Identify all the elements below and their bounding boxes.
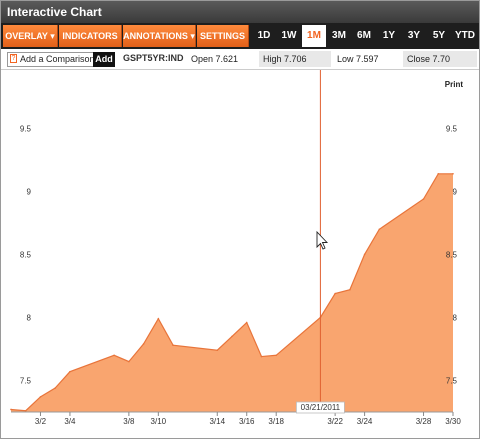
data-point-2011-03-24	[363, 253, 366, 256]
add-comparison-input[interactable]: ? Add a Comparison	[7, 52, 99, 67]
x-tick-label-5: 3/16	[239, 417, 255, 426]
high-value: High 7.706	[259, 51, 331, 67]
x-tick-label-3: 3/10	[151, 417, 167, 426]
range-ytd-button[interactable]: YTD	[452, 25, 478, 47]
range-1y-button[interactable]: 1Y	[377, 25, 401, 47]
y-tick-left-2: 8.5	[20, 250, 32, 259]
crosshair-date-label: 03/21/2011	[301, 403, 341, 412]
data-point-2011-03-23	[349, 288, 351, 291]
y-tick-right-1: 9	[453, 187, 458, 196]
quote-infobar: ? Add a Comparison Add GSPT5YR:IND Open …	[1, 49, 479, 70]
add-comparison-placeholder: Add a Comparison	[20, 54, 95, 64]
y-tick-left-3: 8	[27, 313, 32, 322]
open-value: Open 7.621	[191, 54, 239, 64]
y-tick-left-0: 9.5	[20, 124, 32, 133]
series-area	[11, 173, 453, 412]
data-point-2011-03-18	[275, 354, 278, 357]
data-point-2011-03-09	[142, 343, 145, 345]
data-point-2011-03-28	[422, 198, 425, 200]
x-tick-label-1: 3/4	[64, 417, 76, 426]
add-comparison-button[interactable]: Add	[93, 52, 115, 67]
crosshair-date-box	[295, 401, 345, 414]
range-3m-button[interactable]: 3M	[327, 25, 351, 47]
range-1d-button[interactable]: 1D	[252, 25, 276, 47]
range-1w-button[interactable]: 1W	[277, 25, 301, 47]
data-point-2011-03-07	[113, 354, 115, 357]
comparison-icon: ?	[10, 54, 17, 63]
y-tick-right-3: 8	[453, 313, 458, 322]
y-tick-left-1: 9	[27, 187, 32, 196]
data-point-2011-03-25	[378, 228, 381, 231]
y-tick-left-4: 7.5	[20, 376, 32, 385]
x-tick-label-8: 3/24	[357, 417, 373, 426]
price-chart: 9.5 9.5 9 9 8.5 8.5 8 8 7.5 7.5 3/2 3/4 3/8 3/10 3/14 3…	[10, 70, 461, 426]
close-value: Close 7.70	[403, 51, 477, 67]
data-point-2011-03-14	[216, 349, 219, 352]
range-5y-button[interactable]: 5Y	[427, 25, 451, 47]
chart-area[interactable]: Print 9.5 9.5 9 9 8.5 8.5 8 8 7.5 7.5 3/2 3/4 3/8 3/1…	[1, 70, 479, 438]
print-link[interactable]: Print	[444, 80, 463, 89]
x-tick-label-2: 3/8	[123, 417, 135, 426]
x-tick-label-9: 3/28	[416, 417, 432, 426]
x-tick-label-7: 3/22	[327, 417, 343, 426]
data-point-2011-03-30	[452, 172, 454, 175]
range-6m-button[interactable]: 6M	[352, 25, 376, 47]
y-tick-right-4: 7.5	[446, 376, 458, 385]
window-title: Interactive Chart	[1, 1, 479, 23]
data-point-2011-03-11	[172, 344, 174, 347]
data-point-2011-03-15	[231, 335, 233, 338]
indicators-menu-button[interactable]: INDICATORS ▾	[59, 25, 122, 63]
x-tick-label-6: 3/18	[268, 417, 284, 426]
data-point-2011-03-10	[157, 317, 160, 320]
annotations-menu-button[interactable]: ANNOTATIONS ▾	[123, 25, 196, 47]
range-1m-button[interactable]: 1M	[302, 25, 326, 47]
range-3y-button[interactable]: 3Y	[402, 25, 426, 47]
overlay-menu-button[interactable]: OVERLAY ▾	[3, 25, 58, 47]
settings-menu-button[interactable]: SETTINGS ▾	[197, 25, 249, 63]
data-point-2011-03-08	[128, 360, 130, 363]
symbol-label: GSPT5YR:IND	[123, 53, 184, 63]
data-point-2011-03-22	[334, 292, 336, 295]
x-tick-label-10: 3/30	[445, 417, 461, 426]
toolbar: OVERLAY ▾ INDICATORS ▾ ANNOTATIONS ▾ SET…	[1, 23, 479, 63]
data-point-2011-03-03	[54, 387, 56, 389]
data-point-2011-03-02	[39, 396, 42, 398]
data-point-2011-03-17	[260, 355, 263, 358]
data-point-2011-03-04	[69, 370, 71, 373]
low-value: Low 7.597	[337, 54, 379, 64]
data-point-2011-03-29	[437, 172, 440, 175]
data-point-2011-03-16	[245, 321, 248, 324]
data-point-2011-03-01	[24, 409, 27, 412]
x-tick-label-0: 3/2	[35, 417, 47, 426]
mouse-cursor-icon	[316, 230, 329, 250]
y-tick-right-2: 8.5	[446, 250, 458, 259]
y-tick-right-0: 9.5	[446, 124, 458, 133]
x-tick-label-4: 3/14	[209, 417, 225, 426]
data-point-2011-02-28	[10, 408, 12, 411]
